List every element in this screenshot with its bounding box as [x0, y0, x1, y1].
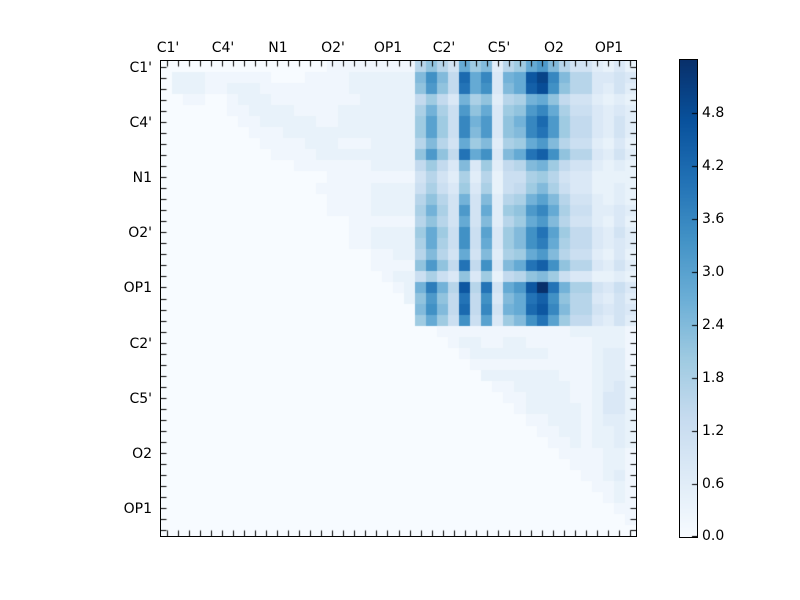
colorbar-tick-label: 3.6 [702, 211, 725, 227]
y-axis-label: C1' [129, 60, 152, 76]
x-axis-label: O2 [544, 40, 564, 56]
x-axis-label: C5' [487, 40, 511, 56]
colorbar-tick-label: 3.0 [702, 264, 725, 280]
x-axis-label: N1 [268, 40, 288, 56]
y-axis-label: C5' [129, 391, 152, 407]
y-axis-label: C2' [129, 336, 152, 352]
x-axis-label: C2' [432, 40, 456, 56]
heatmap-canvas [161, 61, 636, 536]
colorbar-tick-label: 4.2 [702, 158, 725, 174]
y-axis-label: O2 [132, 446, 152, 462]
x-axis-label: C4' [211, 40, 235, 56]
colorbar-tick-label: 1.8 [702, 370, 725, 386]
heatmap-frame [160, 60, 637, 537]
x-axis-label: OP1 [594, 40, 624, 56]
y-axis-label: N1 [132, 170, 152, 186]
colorbar-tick-label: 1.2 [702, 423, 725, 439]
colorbar-tick-label: 2.4 [702, 317, 725, 333]
x-axis-label: C1' [156, 40, 180, 56]
colorbar-canvas [680, 60, 697, 537]
colorbar-tick-label: 4.8 [702, 105, 725, 121]
y-axis-label: OP1 [123, 501, 152, 517]
y-axis-label: O2' [128, 225, 152, 241]
x-axis-label: OP1 [373, 40, 403, 56]
colorbar-frame [679, 59, 698, 538]
y-axis-label: C4' [129, 115, 152, 131]
x-axis-label: O2' [321, 40, 345, 56]
colorbar-tick-label: 0.0 [702, 528, 725, 544]
colorbar-tick-label: 0.6 [702, 476, 725, 492]
y-axis-label: OP1 [123, 280, 152, 296]
